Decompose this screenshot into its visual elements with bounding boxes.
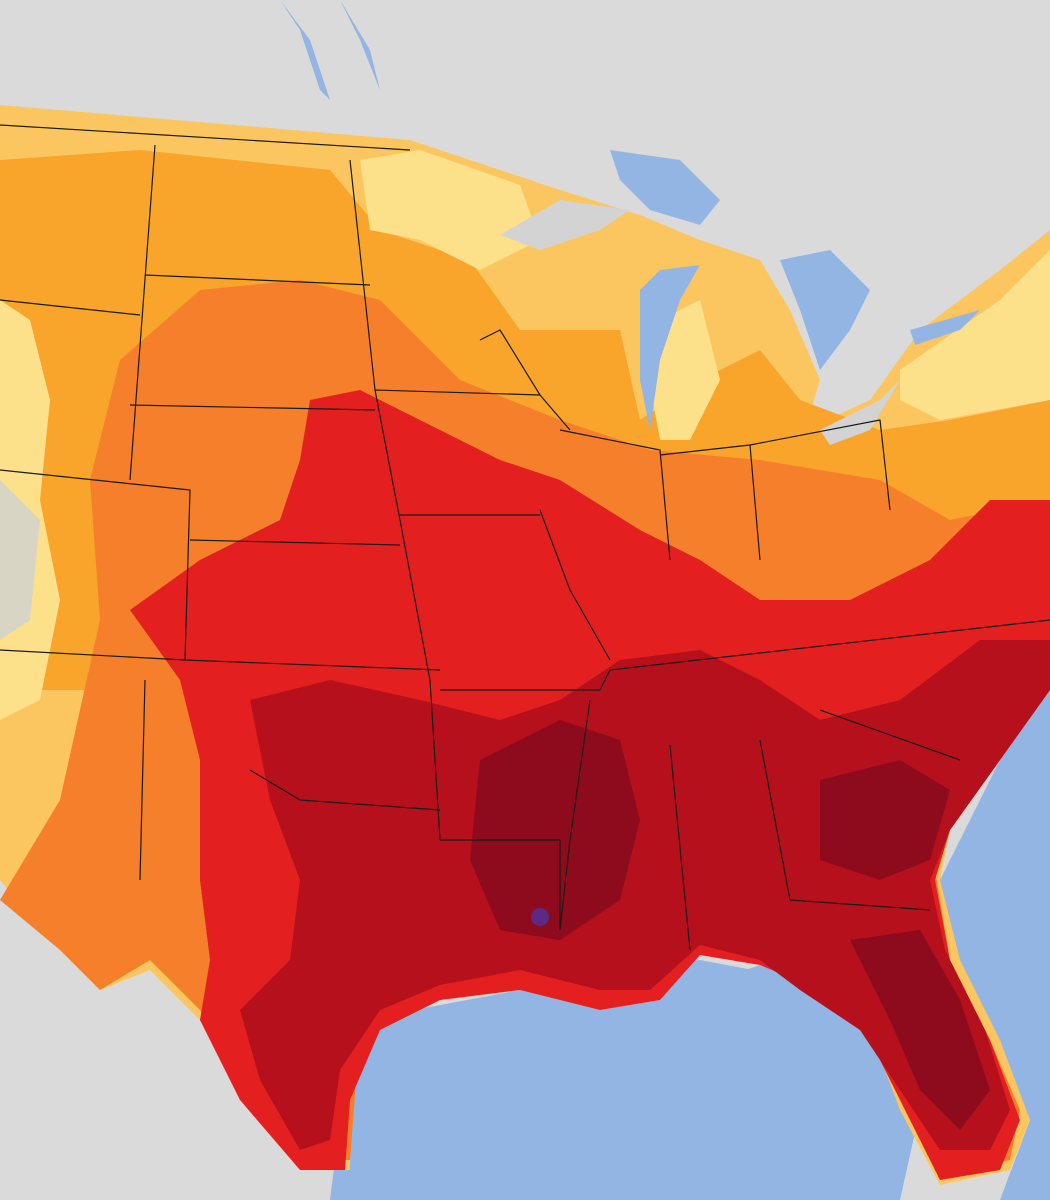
marker (531, 908, 549, 926)
lake-nipigon-area (610, 150, 720, 225)
dark-red-zone (240, 640, 1050, 1150)
deepest-red-zone (470, 720, 990, 1130)
lake-michigan (640, 265, 700, 430)
lake-erie (820, 380, 900, 445)
gulf (330, 965, 920, 1200)
rockies-gray (0, 480, 40, 640)
lake-ontario (910, 310, 980, 345)
lake-superior (500, 200, 630, 250)
lake-huron (780, 250, 870, 370)
state-borders (0, 124, 1050, 951)
northern-lakes (280, 0, 380, 100)
state-border (0, 124, 1050, 951)
